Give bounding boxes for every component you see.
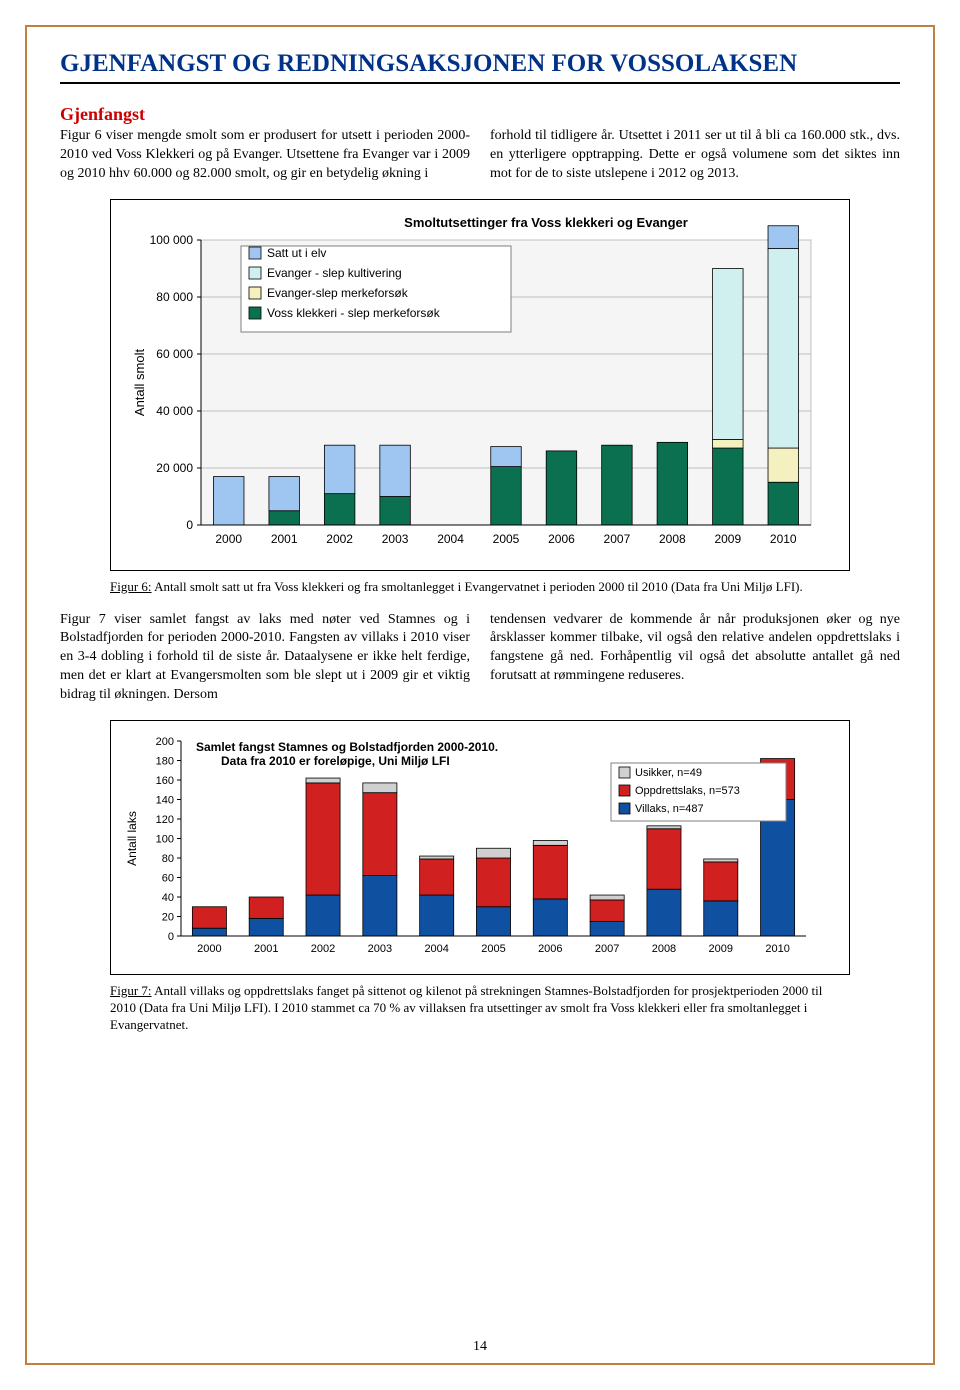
svg-text:2007: 2007 bbox=[604, 532, 631, 546]
figure-6-caption: Figur 6: Antall smolt satt ut fra Voss k… bbox=[110, 579, 850, 596]
svg-text:2004: 2004 bbox=[424, 943, 448, 955]
section-heading: Gjenfangst bbox=[60, 104, 900, 125]
svg-text:20: 20 bbox=[162, 912, 174, 924]
body-text: Figur 7 viser samlet fangst av laks med … bbox=[60, 611, 900, 705]
svg-text:0: 0 bbox=[168, 931, 174, 943]
svg-text:2005: 2005 bbox=[493, 532, 520, 546]
svg-text:2004: 2004 bbox=[437, 532, 464, 546]
svg-text:160: 160 bbox=[156, 775, 174, 787]
svg-text:Antall smolt: Antall smolt bbox=[132, 348, 147, 416]
svg-text:2002: 2002 bbox=[311, 943, 335, 955]
svg-text:140: 140 bbox=[156, 795, 174, 807]
svg-text:100: 100 bbox=[156, 834, 174, 846]
svg-text:2005: 2005 bbox=[481, 943, 505, 955]
svg-text:20 000: 20 000 bbox=[156, 461, 193, 475]
svg-text:2000: 2000 bbox=[215, 532, 242, 546]
svg-text:2001: 2001 bbox=[254, 943, 278, 955]
page-number: 14 bbox=[0, 1339, 960, 1355]
svg-text:80: 80 bbox=[162, 853, 174, 865]
svg-text:2003: 2003 bbox=[368, 943, 392, 955]
svg-text:Evanger-slep merkeforsøk: Evanger-slep merkeforsøk bbox=[267, 286, 409, 300]
svg-text:2009: 2009 bbox=[709, 943, 733, 955]
intro-col-right: forhold til tidligere år. Utsettet i 201… bbox=[490, 127, 900, 184]
figure-7-caption: Figur 7: Antall villaks og oppdrettslaks… bbox=[110, 983, 850, 1034]
svg-text:2006: 2006 bbox=[538, 943, 562, 955]
svg-text:Voss klekkeri - slep merkefors: Voss klekkeri - slep merkeforsøk bbox=[267, 306, 441, 320]
intro-text: Figur 6 viser mengde smolt som er produs… bbox=[60, 127, 900, 184]
svg-text:Antall laks: Antall laks bbox=[125, 811, 139, 866]
page-title: GJENFANGST OG REDNINGSAKSJONEN FOR VOSSO… bbox=[60, 50, 900, 84]
svg-text:2007: 2007 bbox=[595, 943, 619, 955]
svg-text:Data fra 2010 er foreløpige, U: Data fra 2010 er foreløpige, Uni Miljø L… bbox=[221, 754, 450, 768]
svg-text:Smoltutsettinger fra Voss klek: Smoltutsettinger fra Voss klekkeri og Ev… bbox=[404, 215, 688, 230]
svg-text:2009: 2009 bbox=[714, 532, 741, 546]
svg-text:2003: 2003 bbox=[382, 532, 409, 546]
figure-6-text: Antall smolt satt ut fra Voss klekkeri o… bbox=[152, 579, 803, 594]
svg-text:180: 180 bbox=[156, 756, 174, 768]
svg-text:Evanger - slep kultivering: Evanger - slep kultivering bbox=[267, 266, 402, 280]
svg-text:100 000: 100 000 bbox=[150, 233, 194, 247]
svg-text:Samlet fangst Stamnes og Bolst: Samlet fangst Stamnes og Bolstadfjorden … bbox=[196, 740, 498, 754]
figure-6-label: Figur 6: bbox=[110, 579, 152, 594]
svg-text:40 000: 40 000 bbox=[156, 404, 193, 418]
svg-text:2008: 2008 bbox=[652, 943, 676, 955]
body-col-right: tendensen vedvarer de kommende år når pr… bbox=[490, 611, 900, 705]
svg-text:0: 0 bbox=[186, 518, 193, 532]
svg-text:Satt ut i elv: Satt ut i elv bbox=[267, 246, 326, 260]
svg-text:2006: 2006 bbox=[548, 532, 575, 546]
svg-text:2010: 2010 bbox=[770, 532, 797, 546]
svg-text:2010: 2010 bbox=[765, 943, 789, 955]
chart-7-container: 0 20 40 60 80 100 120 140 160 180 200 Antall laks 20… bbox=[110, 720, 850, 975]
svg-text:2008: 2008 bbox=[659, 532, 686, 546]
chart-7-svg: 0 20 40 60 80 100 120 140 160 180 200 Antall laks 20… bbox=[121, 731, 821, 961]
svg-text:Oppdrettslaks, n=573: Oppdrettslaks, n=573 bbox=[635, 785, 740, 797]
svg-text:40: 40 bbox=[162, 892, 174, 904]
svg-text:80 000: 80 000 bbox=[156, 290, 193, 304]
figure-7-text: Antall villaks og oppdrettslaks fanget p… bbox=[110, 983, 822, 1032]
svg-text:Villaks, n=487: Villaks, n=487 bbox=[635, 803, 704, 815]
svg-text:2001: 2001 bbox=[271, 532, 298, 546]
chart-6-container: 0 20 000 40 000 60 000 80 000 100 000 Antall s… bbox=[110, 199, 850, 571]
svg-text:2002: 2002 bbox=[326, 532, 353, 546]
svg-text:120: 120 bbox=[156, 814, 174, 826]
svg-text:60: 60 bbox=[162, 873, 174, 885]
body-col-left: Figur 7 viser samlet fangst av laks med … bbox=[60, 611, 470, 705]
svg-text:Usikker, n=49: Usikker, n=49 bbox=[635, 767, 702, 779]
intro-col-left: Figur 6 viser mengde smolt som er produs… bbox=[60, 127, 470, 184]
figure-7-label: Figur 7: bbox=[110, 983, 152, 998]
svg-text:60 000: 60 000 bbox=[156, 347, 193, 361]
svg-text:2000: 2000 bbox=[197, 943, 221, 955]
svg-text:200: 200 bbox=[156, 736, 174, 748]
chart-6-svg: 0 20 000 40 000 60 000 80 000 100 000 Antall s… bbox=[126, 215, 826, 555]
